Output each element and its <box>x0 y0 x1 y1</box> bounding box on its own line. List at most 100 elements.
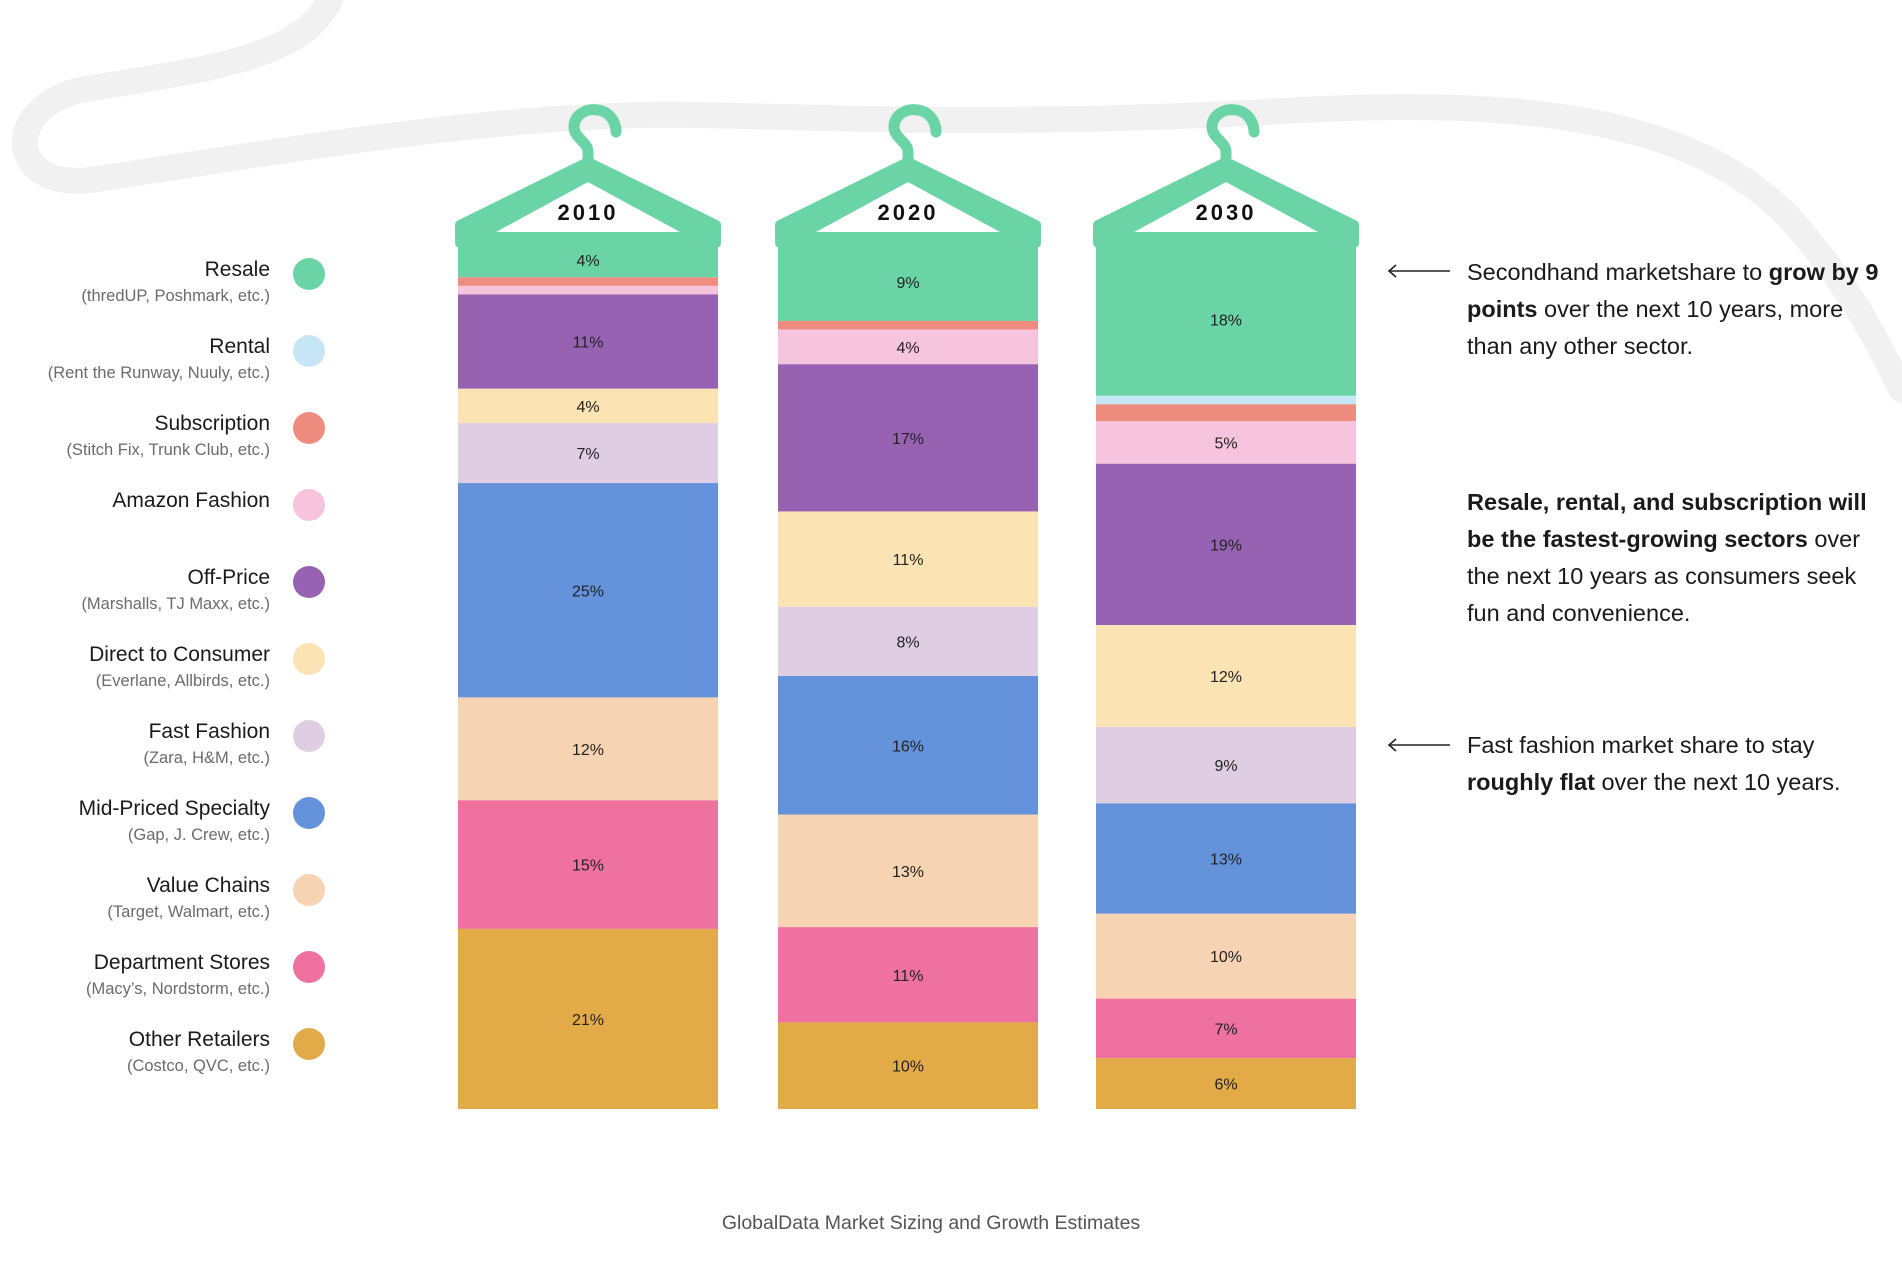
data-label: 18% <box>1210 312 1242 329</box>
legend-item: Department Stores (Macy’s, Nordstorm, etc… <box>0 951 325 1011</box>
legend-sublabel: (Stitch Fix, Trunk Club, etc.) <box>66 441 270 459</box>
data-label: 12% <box>1210 669 1242 686</box>
data-label: 9% <box>896 275 919 292</box>
bar-segment <box>778 243 1038 321</box>
bar-segment <box>1096 998 1356 1059</box>
hanger-hook-icon <box>1206 104 1260 168</box>
legend-item: Off-Price (Marshalls, TJ Maxx, etc.) <box>0 566 325 626</box>
bar-segment <box>1096 803 1356 914</box>
legend-sublabel: (Costco, QVC, etc.) <box>126 1057 270 1075</box>
legend-swatch <box>293 258 325 290</box>
legend-label: Direct to Consumer <box>89 643 270 666</box>
data-label: 17% <box>892 431 924 448</box>
bar-2010: 2010 4% 11% 4% 7% 25% 12% 15% 21% <box>455 104 721 1109</box>
legend-sublabel: (Target, Walmart, etc.) <box>107 903 270 921</box>
source-caption: GlobalData Market Sizing and Growth Esti… <box>721 1212 1141 1234</box>
bar-segment <box>458 483 718 698</box>
data-label: 10% <box>892 1059 924 1076</box>
bar-2030: 2030 18% 5% 19% 12% 9% 13% 10% 7% 6% <box>1093 104 1359 1109</box>
bar-segment <box>458 388 718 424</box>
bar-segment <box>458 294 718 389</box>
bar-segment <box>778 676 1038 815</box>
annotation-fastest-growing: Resale, rental, and subscription will be… <box>1467 489 1867 626</box>
bar-segment <box>458 800 718 929</box>
legend-sublabel: (Marshalls, TJ Maxx, etc.) <box>81 595 270 613</box>
legend-swatch <box>293 412 325 444</box>
data-label: 13% <box>1210 852 1242 869</box>
data-label: 11% <box>573 335 604 352</box>
bar-segment <box>458 277 718 286</box>
legend-label: Department Stores <box>93 951 270 974</box>
bar-segment <box>778 511 1038 607</box>
legend-label: Mid-Priced Specialty <box>78 797 270 820</box>
legend-item: Fast Fashion (Zara, H&M, etc.) <box>0 720 325 780</box>
annotation-resale-growth: Secondhand marketshare to grow by 9 poin… <box>1467 259 1879 359</box>
bar-segment <box>458 285 718 295</box>
bar-segment <box>1096 913 1356 999</box>
bar-segment <box>1096 395 1356 405</box>
annotation-fast-fashion-flat: Fast fashion market share to stay roughl… <box>1467 732 1841 795</box>
data-label: 15% <box>572 858 604 875</box>
data-label: 12% <box>572 742 604 759</box>
bar-segment <box>778 606 1038 676</box>
legend-item: Mid-Priced Specialty (Gap, J. Crew, etc.) <box>0 797 325 857</box>
bar-2020: 2020 9% 4% 17% 11% 8% 16% 13% 11% 10% <box>775 104 1041 1109</box>
data-label: 19% <box>1210 537 1242 554</box>
data-label: 16% <box>892 738 924 755</box>
legend-item: Amazon Fashion <box>0 489 325 549</box>
legend-sublabel: (thredUP, Poshmark, etc.) <box>81 287 270 305</box>
legend-label: Amazon Fashion <box>112 489 270 512</box>
legend-swatch <box>293 489 325 521</box>
year-label: 2030 <box>1196 200 1257 225</box>
bar-segment <box>1096 1058 1356 1109</box>
bar-segment <box>778 814 1038 928</box>
hanger-inner <box>1134 182 1318 232</box>
data-label: 7% <box>1214 1021 1237 1038</box>
data-label: 5% <box>1214 436 1237 453</box>
data-label: 25% <box>572 583 604 600</box>
legend-item: Resale (thredUP, Poshmark, etc.) <box>0 258 325 318</box>
legend-item: Other Retailers (Costco, QVC, etc.) <box>0 1028 325 1088</box>
legend-label: Subscription <box>154 412 270 435</box>
arrow-left-icon <box>1386 264 1451 278</box>
legend-label: Fast Fashion <box>148 720 270 743</box>
hanger-hook-icon <box>888 104 942 168</box>
legend-swatch <box>293 951 325 983</box>
legend-sublabel: (Everlane, Allbirds, etc.) <box>95 672 270 690</box>
bar-segment <box>778 320 1038 330</box>
legend-sublabel: (Rent the Runway, Nuuly, etc.) <box>47 364 270 382</box>
data-label: 6% <box>1214 1077 1237 1094</box>
bar-segment <box>458 243 718 278</box>
legend-sublabel: (Macy’s, Nordstorm, etc.) <box>86 980 270 998</box>
bar-segment <box>458 928 718 1109</box>
legend-label: Resale <box>204 258 270 281</box>
year-label: 2010 <box>558 200 619 225</box>
data-label: 8% <box>896 634 919 651</box>
data-label: 11% <box>893 552 924 569</box>
bar-segment <box>778 927 1038 1023</box>
legend-item: Subscription (Stitch Fix, Trunk Club, etc… <box>0 412 325 472</box>
legend-swatch <box>293 1028 325 1060</box>
data-label: 10% <box>1210 949 1242 966</box>
data-label: 4% <box>576 399 599 416</box>
bar-segment <box>778 1022 1038 1109</box>
data-label: 13% <box>892 864 924 881</box>
bar-segment <box>458 423 718 484</box>
bar-segment <box>1096 463 1356 626</box>
bar-segment <box>1096 726 1356 804</box>
arrow-left-icon <box>1386 738 1451 752</box>
legend-swatch <box>293 335 325 367</box>
legend-sublabel: (Zara, H&M, etc.) <box>143 749 270 767</box>
bar-segment <box>1096 421 1356 464</box>
data-label: 4% <box>576 253 599 270</box>
data-label: 9% <box>1214 758 1237 775</box>
legend-swatch <box>293 797 325 829</box>
legend: Resale (thredUP, Poshmark, etc.) Rental (Re… <box>0 0 330 1262</box>
legend-item: Value Chains (Target, Walmart, etc.) <box>0 874 325 934</box>
legend-label: Off-Price <box>187 566 270 589</box>
legend-sublabel: (Gap, J. Crew, etc.) <box>127 826 270 844</box>
bar-segment <box>1096 404 1356 422</box>
legend-swatch <box>293 566 325 598</box>
